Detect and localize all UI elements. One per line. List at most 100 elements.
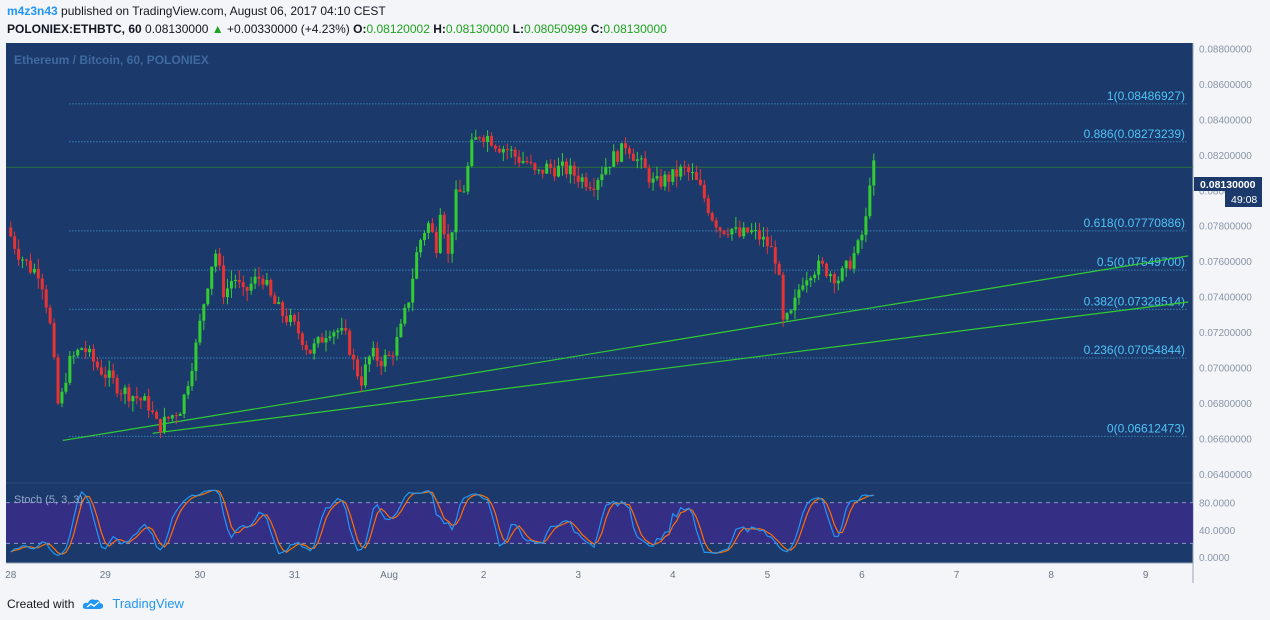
candle bbox=[659, 176, 663, 187]
price-tick-label: 0.08600000 bbox=[1199, 80, 1252, 91]
candle bbox=[560, 161, 564, 166]
time-tick-label: 8 bbox=[1048, 570, 1054, 581]
candle bbox=[490, 135, 494, 146]
candle bbox=[403, 307, 407, 324]
candle bbox=[206, 288, 210, 305]
time-tick-label: 29 bbox=[100, 570, 112, 581]
candle bbox=[158, 418, 162, 433]
candle bbox=[391, 355, 395, 357]
candle bbox=[245, 287, 249, 291]
time-axis[interactable] bbox=[6, 563, 1193, 583]
candle bbox=[687, 166, 691, 173]
candle bbox=[734, 227, 738, 229]
stoch-tick-label: 80.0000 bbox=[1199, 499, 1236, 510]
candle bbox=[115, 377, 119, 394]
time-tick-label: 5 bbox=[765, 570, 771, 581]
price-pane bbox=[6, 43, 1193, 483]
high-label: H: bbox=[433, 22, 446, 36]
candle bbox=[40, 278, 44, 290]
countdown-label: 49:08 bbox=[1231, 194, 1257, 206]
candle bbox=[773, 247, 777, 264]
candle bbox=[107, 370, 111, 378]
candle bbox=[155, 411, 159, 419]
time-tick-label: 2 bbox=[481, 570, 487, 581]
candle bbox=[789, 310, 793, 314]
candle bbox=[367, 356, 371, 365]
candle bbox=[281, 302, 285, 316]
candle bbox=[119, 393, 123, 395]
candle bbox=[340, 327, 344, 331]
candle bbox=[872, 160, 876, 186]
candle bbox=[147, 396, 151, 411]
candle bbox=[438, 214, 442, 253]
candle bbox=[442, 214, 446, 235]
candle bbox=[801, 285, 805, 290]
candle bbox=[312, 343, 316, 354]
last-price: 0.08130000 bbox=[145, 22, 209, 36]
last-price-marker: 0.08130000 49:08 bbox=[1194, 177, 1262, 207]
candle bbox=[541, 169, 545, 174]
candle bbox=[415, 252, 419, 279]
candle bbox=[809, 278, 813, 281]
candle bbox=[769, 246, 773, 248]
candle bbox=[821, 260, 825, 264]
candle bbox=[466, 165, 470, 192]
candle bbox=[225, 288, 229, 298]
candle bbox=[387, 354, 391, 356]
candle bbox=[296, 321, 300, 334]
candle bbox=[186, 386, 190, 395]
tradingview-cloud-icon bbox=[83, 598, 104, 609]
published-text: published on TradingView.com, August 06,… bbox=[61, 4, 386, 18]
candle bbox=[478, 137, 482, 139]
candle bbox=[17, 248, 21, 260]
candle bbox=[363, 364, 367, 386]
candle bbox=[462, 191, 466, 193]
candle bbox=[135, 396, 139, 399]
candle bbox=[151, 410, 155, 412]
candle bbox=[277, 302, 281, 304]
candle bbox=[553, 168, 557, 177]
candle bbox=[557, 165, 561, 177]
created-with-text: Created with bbox=[7, 596, 75, 611]
candle bbox=[289, 315, 293, 323]
candle bbox=[639, 158, 643, 160]
candle bbox=[722, 230, 726, 234]
candle bbox=[828, 274, 832, 277]
candle bbox=[517, 156, 521, 163]
candle bbox=[99, 367, 103, 375]
candle bbox=[493, 145, 497, 149]
price-axis[interactable] bbox=[1193, 43, 1263, 563]
candle bbox=[407, 302, 411, 308]
candle bbox=[864, 216, 868, 235]
candle bbox=[426, 223, 430, 233]
candle bbox=[852, 253, 856, 269]
candle bbox=[111, 370, 115, 378]
price-tick-label: 0.08400000 bbox=[1199, 115, 1252, 126]
candle bbox=[91, 348, 95, 362]
candle bbox=[604, 167, 608, 175]
fib-level-label: 0.886(0.08273239) bbox=[1084, 127, 1185, 141]
candle bbox=[316, 337, 320, 344]
candle bbox=[261, 278, 265, 285]
chart[interactable]: 1(0.08486927) 0.886(0.08273239) 0.618(0.07… bbox=[0, 0, 1270, 590]
candle bbox=[241, 282, 245, 288]
candle bbox=[214, 253, 218, 267]
close-label: C: bbox=[590, 22, 604, 36]
author-link[interactable]: m4z3n43 bbox=[7, 4, 58, 18]
candle bbox=[832, 274, 836, 284]
low-value: 0.08050999 bbox=[523, 22, 588, 36]
open-label: O: bbox=[353, 22, 367, 36]
candle bbox=[564, 161, 568, 175]
candle bbox=[513, 149, 517, 157]
candle bbox=[13, 236, 17, 249]
tradingview-link[interactable]: TradingView bbox=[112, 596, 184, 611]
candle bbox=[194, 342, 198, 371]
candle bbox=[655, 176, 659, 179]
candle bbox=[36, 268, 40, 279]
candle bbox=[710, 213, 714, 221]
candle bbox=[805, 280, 809, 286]
up-arrow-icon: ▲ bbox=[211, 22, 224, 36]
candle bbox=[28, 260, 32, 273]
candle bbox=[836, 280, 840, 284]
candle bbox=[726, 233, 730, 235]
